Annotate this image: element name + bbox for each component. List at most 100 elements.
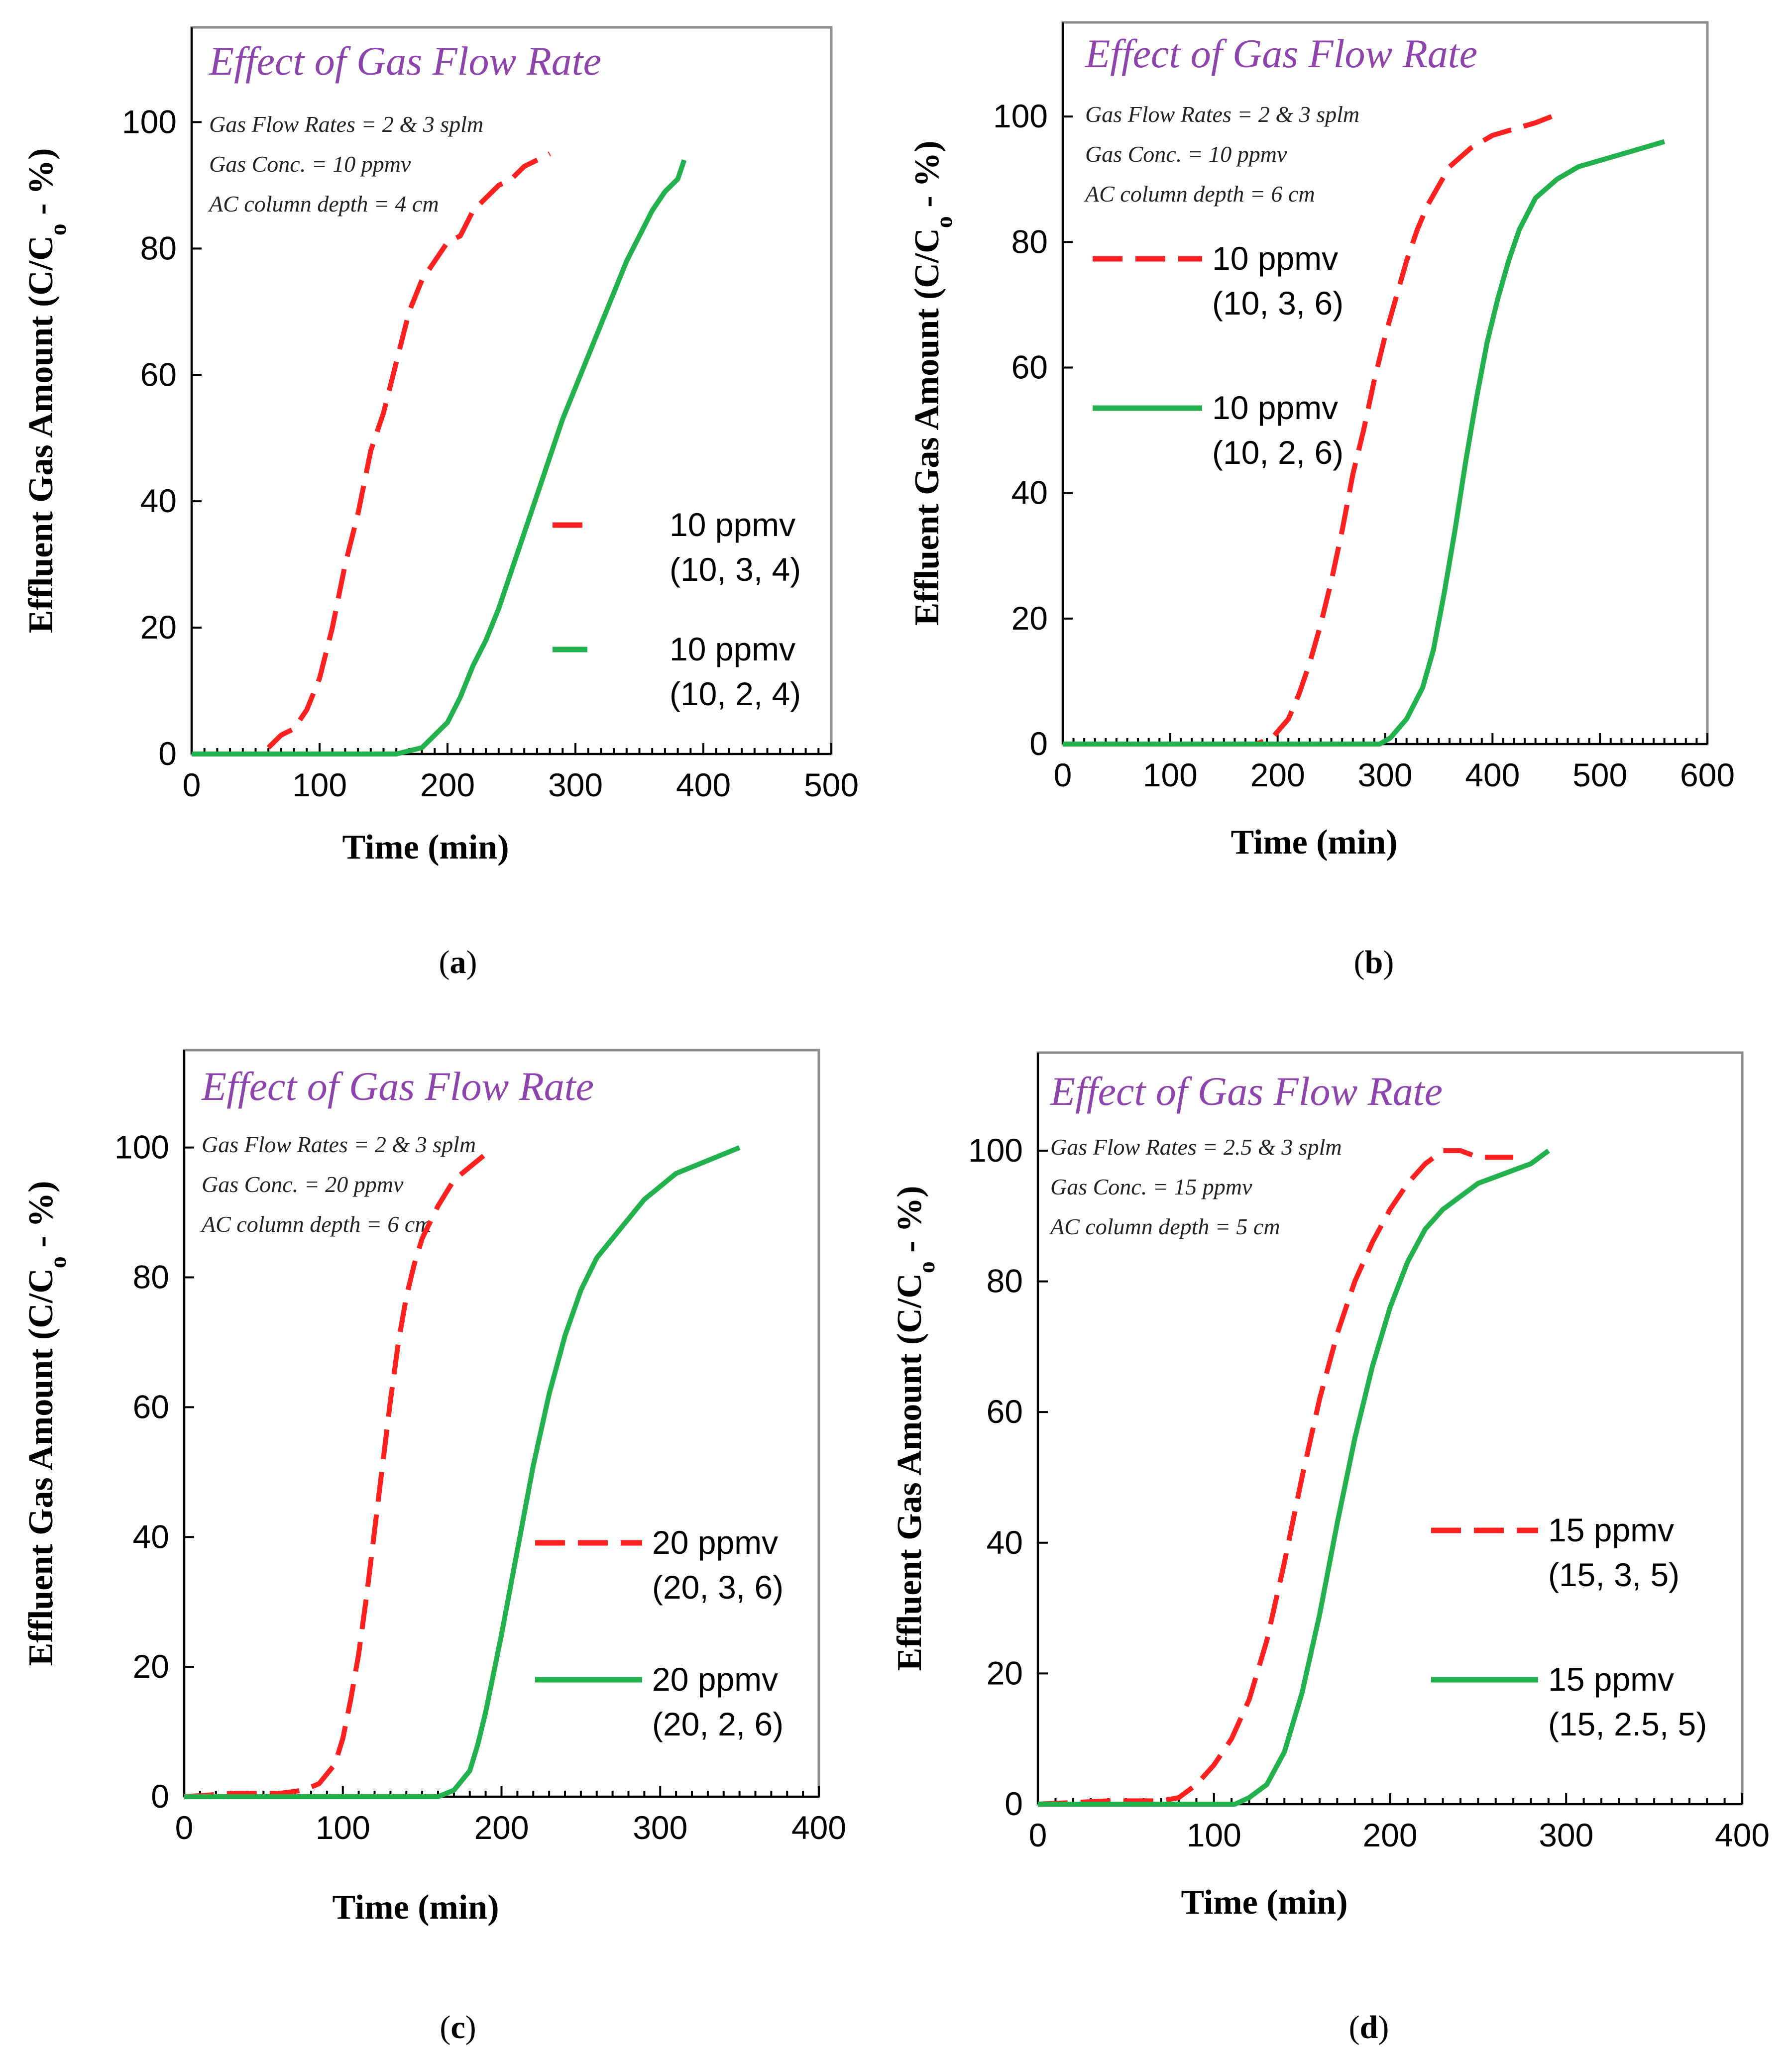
- series-line-dashed-red: [1063, 114, 1553, 747]
- x-tick-label: 0: [175, 1809, 194, 1846]
- series-line-solid-green: [184, 1145, 741, 1799]
- x-tick-label: 0: [1029, 1817, 1047, 1853]
- x-tick-label: 200: [474, 1809, 529, 1846]
- panel-label: (c): [440, 2009, 476, 2046]
- series-line-solid-green: [1063, 139, 1666, 747]
- y-tick-label: 100: [122, 103, 177, 140]
- legend-entry-name: 15 ppmv: [1548, 1512, 1674, 1548]
- legend-entry-name: 10 ppmv: [670, 506, 795, 543]
- y-tick-label: 0: [151, 1778, 169, 1815]
- y-tick-label: 80: [133, 1259, 169, 1296]
- y-tick-label: 0: [1029, 725, 1048, 762]
- plot-title: Effect of Gas Flow Rate: [209, 38, 601, 84]
- y-tick-label: 40: [1011, 474, 1048, 511]
- annotation-line: Gas Conc. = 10 ppmv: [209, 151, 411, 177]
- x-tick-label: 100: [1143, 757, 1198, 793]
- x-tick-label: 400: [1715, 1817, 1770, 1853]
- y-tick-label: 40: [987, 1524, 1023, 1561]
- legend-entry-name: 20 ppmv: [652, 1661, 778, 1698]
- x-tick-label: 100: [316, 1809, 370, 1846]
- y-tick-label: 60: [133, 1388, 169, 1425]
- annotation-line: AC column depth = 6 cm: [1084, 181, 1315, 207]
- x-axis-title: Time (min): [1231, 823, 1397, 862]
- chart-panel-d: 0 100 200 300 400 0 20 40 60 80 100 Time (min) Efflu…: [891, 1051, 1770, 2046]
- y-tick-label: 20: [133, 1648, 169, 1685]
- legend-entry-detail: (15, 3, 5): [1548, 1556, 1680, 1593]
- y-tick-label: 20: [987, 1654, 1023, 1691]
- chart-panel-b: 0 100 200 300 400 500 600 0 20 40 60 80 100 Time (min…: [908, 21, 1735, 980]
- plot-title: Effect of Gas Flow Rate: [1050, 1069, 1443, 1114]
- x-tick-label: 0: [1054, 757, 1072, 793]
- x-tick-label: 400: [676, 766, 731, 803]
- x-tick-label: 200: [420, 766, 475, 803]
- chart-panel-a: 0 100 200 300 400 500 0 20 40 60 80 100 Time (min) Ef…: [22, 26, 859, 980]
- legend-entry-detail: (10, 3, 6): [1212, 285, 1344, 322]
- series-line-solid-green: [1038, 1148, 1550, 1807]
- legend-entry-detail: (15, 2.5, 5): [1548, 1706, 1707, 1742]
- y-tick-label: 20: [1011, 600, 1048, 637]
- y-tick-label: 40: [133, 1518, 169, 1555]
- y-axis-title: Effluent Gas Amount (C/Co - %): [22, 1181, 71, 1666]
- annotation-line: Gas Flow Rates = 2 & 3 splm: [202, 1132, 476, 1157]
- legend-entry-detail: (10, 2, 6): [1212, 434, 1344, 471]
- x-axis-title: Time (min): [1181, 1883, 1347, 1922]
- panel-label: (b): [1354, 944, 1394, 980]
- panel-label: (a): [439, 944, 477, 980]
- y-tick-label: 60: [140, 356, 177, 393]
- annotation-line: Gas Flow Rates = 2 & 3 splm: [209, 111, 483, 137]
- series-line-dashed-red: [184, 1152, 487, 1799]
- y-axis-title: Effluent Gas Amount (C/Co - %): [891, 1186, 940, 1671]
- y-tick-label: 80: [987, 1263, 1023, 1299]
- x-tick-label: 500: [1572, 757, 1627, 793]
- plot-title: Effect of Gas Flow Rate: [201, 1064, 594, 1109]
- y-tick-label: 60: [987, 1393, 1023, 1430]
- x-tick-label: 100: [1187, 1817, 1241, 1853]
- y-tick-label: 0: [1005, 1785, 1023, 1822]
- y-tick-label: 0: [158, 735, 177, 772]
- legend-entry-name: 20 ppmv: [652, 1524, 778, 1561]
- series-line-dashed-red: [1037, 1148, 1514, 1807]
- y-tick-label: 80: [1011, 223, 1048, 260]
- y-tick-label: 80: [140, 229, 177, 266]
- x-tick-label: 200: [1250, 757, 1305, 793]
- annotation-line: Gas Conc. = 20 ppmv: [202, 1172, 404, 1197]
- annotation-line: Gas Conc. = 10 ppmv: [1085, 141, 1287, 167]
- x-tick-label: 600: [1680, 757, 1735, 793]
- annotation-line: Gas Flow Rates = 2 & 3 splm: [1085, 102, 1359, 127]
- series-line-solid-green: [192, 159, 687, 757]
- x-tick-label: 200: [1362, 1817, 1417, 1853]
- legend-entry-name: 10 ppmv: [1212, 240, 1338, 277]
- x-tick-label: 500: [804, 766, 859, 803]
- legend-entry-name: 10 ppmv: [1212, 389, 1338, 426]
- legend-entry-detail: (10, 3, 4): [670, 551, 801, 588]
- legend-entry-detail: (20, 3, 6): [652, 1569, 784, 1606]
- y-tick-label: 20: [140, 609, 177, 646]
- annotation-line: Gas Flow Rates = 2.5 & 3 splm: [1050, 1134, 1342, 1160]
- y-tick-label: 60: [1011, 348, 1048, 385]
- y-tick-label: 40: [140, 482, 177, 519]
- annotation-line: Gas Conc. = 15 ppmv: [1050, 1174, 1252, 1199]
- annotation-line: AC column depth = 6 cm: [200, 1211, 432, 1237]
- legend-entry-name: 15 ppmv: [1548, 1661, 1674, 1698]
- x-axis-title: Time (min): [342, 828, 509, 866]
- annotation-line: AC column depth = 4 cm: [208, 191, 439, 216]
- x-tick-label: 0: [183, 766, 201, 803]
- x-tick-label: 300: [548, 766, 603, 803]
- y-tick-label: 100: [114, 1129, 169, 1166]
- x-tick-label: 300: [1539, 1817, 1593, 1853]
- x-tick-label: 400: [1465, 757, 1520, 793]
- y-axis-title: Effluent Gas Amount (C/Co - %): [908, 141, 957, 626]
- series-line-dashed-red: [266, 151, 551, 750]
- x-tick-label: 300: [633, 1809, 687, 1846]
- annotation-line: AC column depth = 5 cm: [1049, 1214, 1280, 1239]
- legend-entry-detail: (10, 2, 4): [670, 675, 801, 712]
- panel-label: (d): [1349, 2009, 1389, 2046]
- x-axis-title: Time (min): [332, 1888, 499, 1927]
- y-tick-label: 100: [968, 1132, 1023, 1169]
- x-tick-label: 400: [791, 1809, 846, 1846]
- y-axis-title: Effluent Gas Amount (C/Co - %): [22, 148, 71, 634]
- x-tick-label: 100: [292, 766, 347, 803]
- plot-title: Effect of Gas Flow Rate: [1085, 31, 1477, 76]
- plot-frame: [1061, 21, 1709, 746]
